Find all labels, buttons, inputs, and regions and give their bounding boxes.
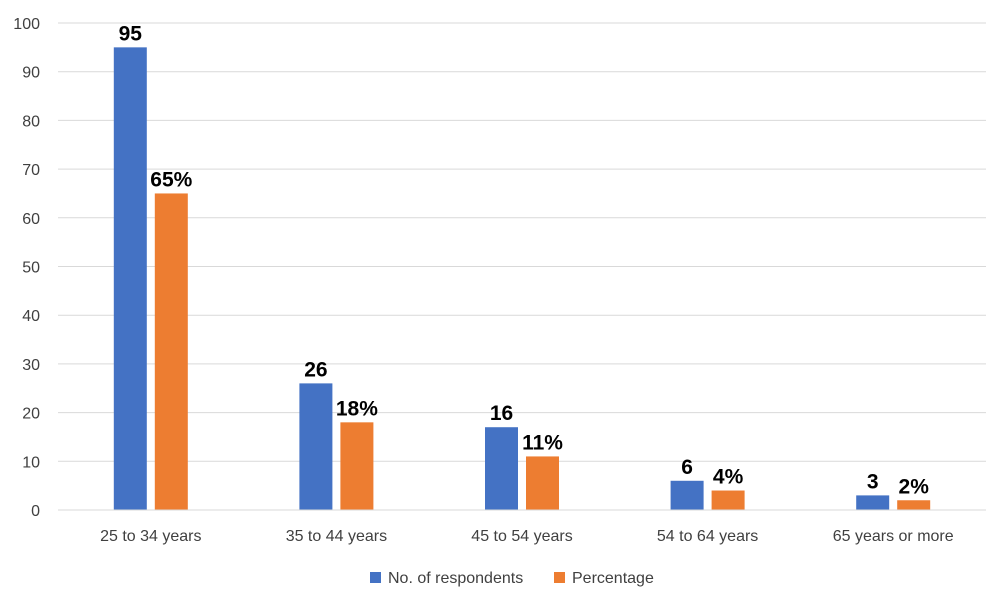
y-tick-label: 80 xyxy=(22,113,40,130)
bar xyxy=(340,422,374,510)
data-label: 3 xyxy=(867,470,879,493)
y-tick-label: 100 xyxy=(13,16,40,33)
legend-swatch xyxy=(370,572,381,583)
y-tick-label: 40 xyxy=(22,308,40,325)
bar xyxy=(154,193,188,510)
y-tick-label: 90 xyxy=(22,65,40,82)
data-labels: 95 65% 26 18% 16 11% 6 4% 3 2% xyxy=(119,22,930,498)
y-tick-label: 50 xyxy=(22,260,40,277)
bars xyxy=(113,47,931,510)
legend: No. of respondents Percentage xyxy=(370,570,654,587)
y-tick-label: 10 xyxy=(22,454,40,471)
y-tick-label: 60 xyxy=(22,211,40,228)
bar xyxy=(299,383,333,510)
bar xyxy=(856,495,890,510)
y-tick-label: 70 xyxy=(22,162,40,179)
data-label: 26 xyxy=(304,358,327,381)
data-label: 95 xyxy=(119,22,143,45)
data-label: 16 xyxy=(490,402,513,425)
y-tick-label: 0 xyxy=(31,503,40,520)
legend-label: Percentage xyxy=(572,570,654,587)
data-label: 4% xyxy=(713,466,744,489)
bar xyxy=(485,427,518,510)
x-axis: 25 to 34 years 35 to 44 years 45 to 54 yea… xyxy=(58,509,986,545)
legend-label: No. of respondents xyxy=(388,570,523,587)
x-tick-label: 65 years or more xyxy=(833,528,954,545)
gridlines xyxy=(58,22,986,511)
data-label: 2% xyxy=(899,475,930,498)
x-tick-label: 54 to 64 years xyxy=(657,528,758,545)
data-label: 65% xyxy=(150,168,192,191)
bar xyxy=(897,500,931,510)
bar xyxy=(670,480,704,510)
y-tick-label: 30 xyxy=(22,357,40,374)
bar xyxy=(113,47,147,510)
y-tick-label: 20 xyxy=(22,406,40,423)
x-tick-label: 25 to 34 years xyxy=(100,528,201,545)
y-axis: 0 10 20 30 40 50 60 70 80 90 100 xyxy=(13,16,40,520)
legend-swatch xyxy=(554,572,565,583)
bar xyxy=(711,490,745,510)
data-label: 6 xyxy=(681,456,693,479)
data-label: 18% xyxy=(336,397,378,420)
x-tick-label: 45 to 54 years xyxy=(471,528,572,545)
bar xyxy=(526,456,559,510)
x-tick-label: 35 to 44 years xyxy=(286,528,387,545)
data-label: 11% xyxy=(522,431,563,454)
